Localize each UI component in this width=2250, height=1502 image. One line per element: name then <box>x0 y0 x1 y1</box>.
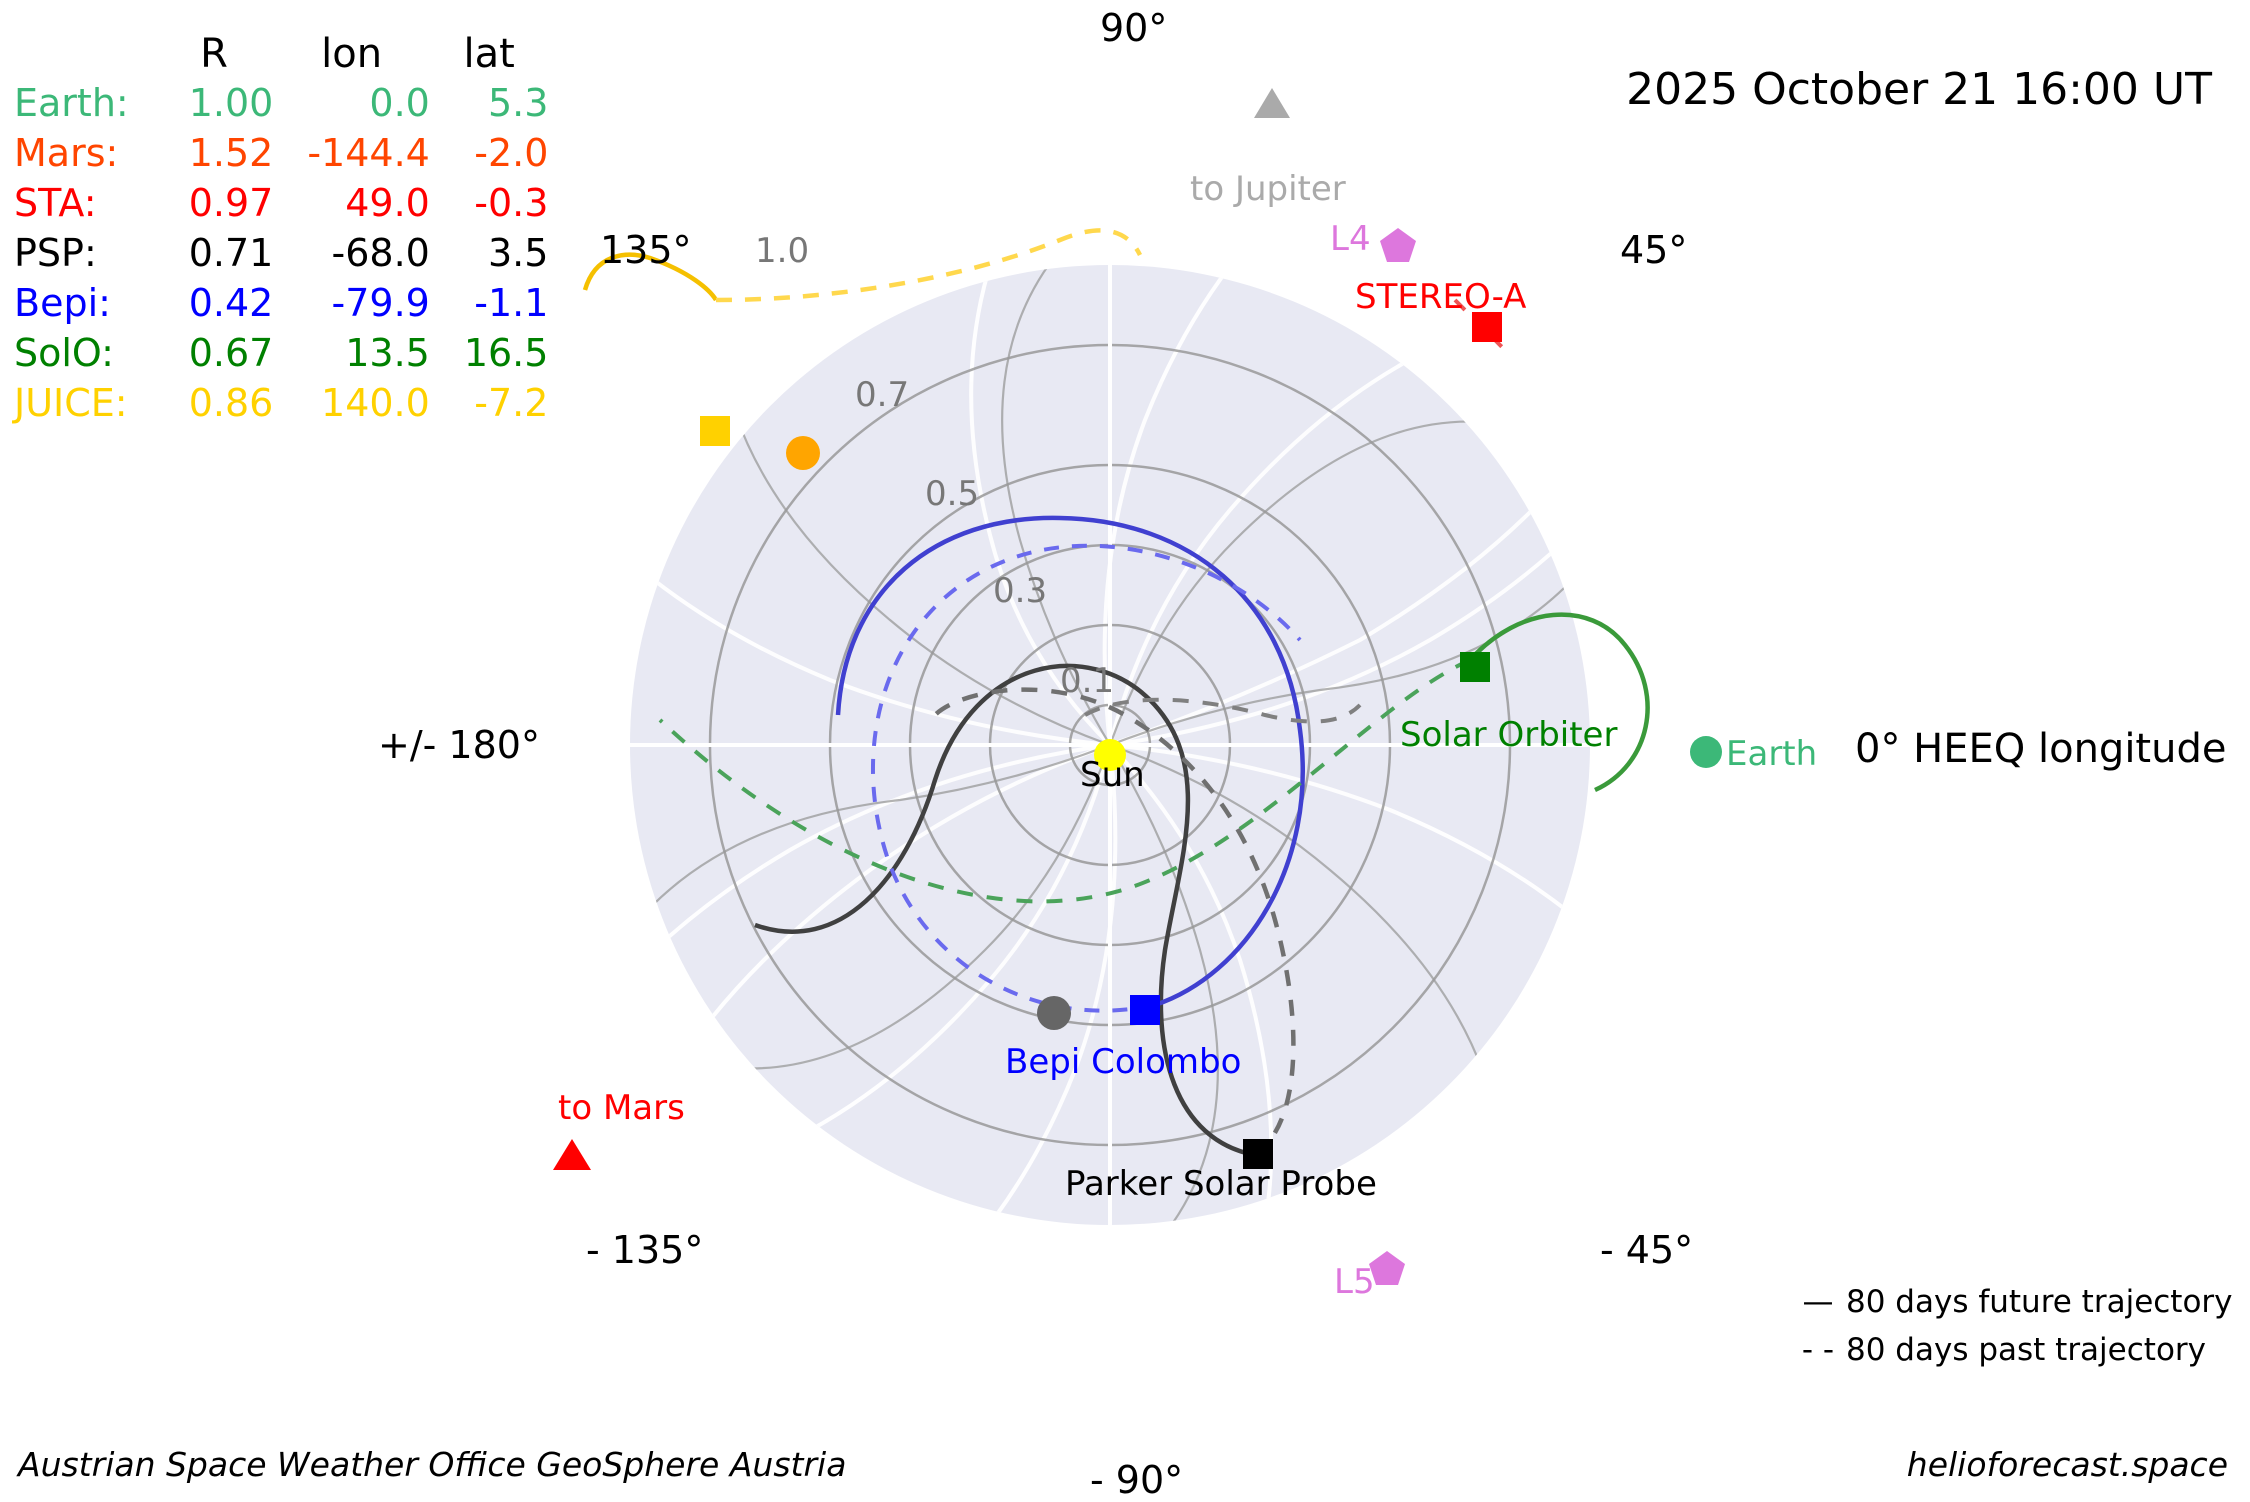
row-lat-2: -0.3 <box>474 181 549 225</box>
row-lon-2: 49.0 <box>345 181 430 225</box>
row-lat-0: 5.3 <box>488 81 549 125</box>
footer-website[interactable]: helioforecast.space <box>1906 1445 2228 1484</box>
row-R-5: 0.67 <box>188 331 274 375</box>
solo-future-trajectory <box>1468 612 1650 793</box>
row-label-6: JUICE: <box>14 381 128 425</box>
radial-tick-3: 0.5 <box>925 474 979 514</box>
axis-label-minus45deg: - 45° <box>1600 1228 1694 1272</box>
inner-past-trajectory <box>1084 697 1362 724</box>
row-label-0: Earth: <box>14 81 129 125</box>
l5-marker[interactable] <box>1369 1251 1405 1285</box>
dashed-line-icon: - - <box>1801 1332 1835 1368</box>
table-row: Mars: 1.52 -144.4 -2.0 <box>14 128 548 178</box>
to-jupiter-marker[interactable] <box>1254 88 1290 118</box>
earth-label: Earth <box>1726 734 1817 774</box>
row-label-3: PSP: <box>14 231 97 275</box>
axis-label-135deg: 135° <box>600 228 692 272</box>
stereo-a-marker[interactable] <box>1472 312 1502 342</box>
sun-marker[interactable] <box>1094 739 1126 771</box>
row-lon-1: -144.4 <box>307 131 430 175</box>
row-lat-1: -2.0 <box>474 131 549 175</box>
column-header-lat: lat <box>463 31 515 77</box>
row-lat-4: -1.1 <box>474 281 549 325</box>
table-row: JUICE: 0.86 140.0 -7.2 <box>14 378 548 428</box>
column-header-name <box>14 28 155 78</box>
legend-future-label: 80 days future trajectory <box>1846 1284 2233 1320</box>
row-lat-5: 16.5 <box>463 331 549 375</box>
juice-marker[interactable] <box>700 416 730 446</box>
juice-future-trajectory <box>582 252 718 302</box>
row-label-2: STA: <box>14 181 97 225</box>
axis-label-180deg: +/- 180° <box>378 723 540 767</box>
row-R-1: 1.52 <box>188 131 274 175</box>
bepi-marker[interactable] <box>1130 995 1160 1025</box>
mercury-marker[interactable] <box>1037 996 1071 1030</box>
table-row: PSP: 0.71 -68.0 3.5 <box>14 228 548 278</box>
row-R-4: 0.42 <box>188 281 274 325</box>
axis-label-minus90deg: - 90° <box>1090 1458 1184 1502</box>
l4-label: L4 <box>1330 219 1371 259</box>
stereo-a-label: STEREO-A <box>1355 277 1526 317</box>
bepi-future-trajectory <box>835 515 1305 1008</box>
axis-label-45deg: 45° <box>1620 228 1688 272</box>
psp-future-trajectory <box>754 663 1256 1158</box>
row-label-1: Mars: <box>14 131 119 175</box>
table-row: Bepi: 0.42 -79.9 -1.1 <box>14 278 548 328</box>
venus-marker[interactable] <box>786 436 820 470</box>
to-mars-label: to Mars <box>558 1088 685 1128</box>
psp-label: Parker Solar Probe <box>1065 1164 1377 1204</box>
psp-past-trajectory <box>933 687 1296 1157</box>
sun-label: Sun <box>1080 755 1145 795</box>
axis-label-0deg: 0° HEEQ longitude <box>1855 726 2227 772</box>
radial-tick-5: 0.1 <box>1060 661 1114 701</box>
row-lon-4: -79.9 <box>331 281 430 325</box>
row-R-0: 1.00 <box>188 81 274 125</box>
row-label-4: Bepi: <box>14 281 111 325</box>
table-row: STA: 0.97 49.0 -0.3 <box>14 178 548 228</box>
bepi-past-trajectory <box>871 543 1302 1013</box>
table-row: Earth: 1.00 0.0 5.3 <box>14 78 548 128</box>
footer-organization: Austrian Space Weather Office GeoSphere … <box>18 1445 847 1484</box>
column-header-lon: lon <box>321 31 383 77</box>
radial-tick-2: 0.7 <box>855 375 909 415</box>
juice-past-trajectory <box>715 228 1143 303</box>
row-lon-3: -68.0 <box>331 231 430 275</box>
row-lon-5: 13.5 <box>345 331 430 375</box>
radial-tick-4: 0.3 <box>993 571 1047 611</box>
solo-past-trajectory <box>658 658 1471 904</box>
l5-label: L5 <box>1334 1262 1375 1302</box>
solar-orbiter-marker[interactable] <box>1460 652 1490 682</box>
row-lon-6: 140.0 <box>321 381 430 425</box>
axis-label-minus135deg: - 135° <box>586 1228 704 1272</box>
column-header-R: R <box>200 31 228 77</box>
bepi-label: Bepi Colombo <box>1005 1042 1241 1082</box>
row-R-2: 0.97 <box>188 181 274 225</box>
to-mars-marker[interactable] <box>553 1139 591 1170</box>
row-lat-6: -7.2 <box>474 381 549 425</box>
psp-marker[interactable] <box>1243 1139 1273 1169</box>
row-R-6: 0.86 <box>188 381 274 425</box>
page-title: 2025 October 21 16:00 UT <box>1626 64 2212 115</box>
radial-tick-1: 1.0 <box>755 231 809 271</box>
solid-line-icon: — <box>1802 1284 1834 1320</box>
row-lon-0: 0.0 <box>369 81 430 125</box>
row-R-3: 0.71 <box>188 231 274 275</box>
table-row: SolO: 0.67 13.5 16.5 <box>14 328 548 378</box>
row-lat-3: 3.5 <box>488 231 549 275</box>
trajectory-legend: — 80 days future trajectory - - 80 days … <box>1790 1278 2233 1374</box>
l4-marker[interactable] <box>1380 228 1416 262</box>
legend-row-past: - - 80 days past trajectory <box>1790 1326 2233 1374</box>
axis-label-90deg: 90° <box>1100 6 1168 50</box>
to-jupiter-label: to Jupiter <box>1190 169 1346 209</box>
solar-orbiter-label: Solar Orbiter <box>1400 715 1617 755</box>
legend-row-future: — 80 days future trajectory <box>1790 1278 2233 1326</box>
row-label-5: SolO: <box>14 331 114 375</box>
earth-marker[interactable] <box>1690 736 1722 768</box>
legend-past-label: 80 days past trajectory <box>1846 1332 2206 1368</box>
